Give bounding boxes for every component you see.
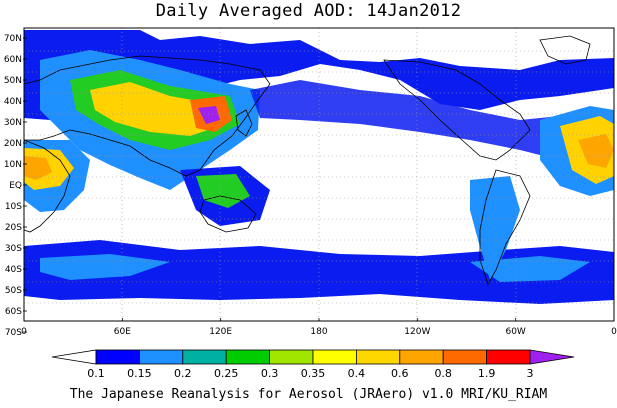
aod-eurasia-gold [90,82,220,136]
lon-label-0: 0 [21,327,27,337]
colorbar-level-10: 3 [527,367,534,380]
lon-label-6: 0 [611,327,617,337]
colorbar-box-9 [486,349,531,365]
colorbar-box-6 [355,349,401,365]
aod-south-light-2 [470,256,590,282]
colorbar-level-6: 0.4 [348,367,366,380]
lat-label-60s: 60S [5,307,22,317]
colorbar-box-4 [269,349,314,365]
aod-africa-orange [24,156,52,180]
lat-label-30s: 30S [5,244,22,254]
coast-south-america [479,169,531,285]
colorbar-level-7: 0.6 [391,367,409,380]
lon-label-1: 60E [114,327,131,337]
colorbar: 0.1 0.15 0.2 0.25 0.3 0.35 0.4 0.6 0.8 1.9 3 [51,349,575,380]
aod-china-peak [198,106,220,124]
footer-credit: The Japanese Reanalysis for Aerosol (JRA… [69,387,548,402]
colorbar-box-0 [95,349,140,365]
lat-label-40s: 40S [5,265,22,275]
colorbar-level-0: 0.1 [87,367,105,380]
lat-label-40n: 40N [4,97,22,107]
colorbar-box-8 [442,349,488,365]
coast-africa [23,139,71,233]
aod-south-america [470,176,520,280]
colorbar-min-triangle [51,349,97,365]
coast-greenland [539,35,591,65]
colorbar-level-8: 0.8 [434,367,452,380]
lat-label-20n: 20N [4,139,22,149]
colorbar-level-4: 0.3 [261,367,279,380]
colorbar-box-1 [138,349,184,365]
lon-label-4: 120W [404,327,430,337]
lat-label-30n: 30N [4,118,22,128]
colorbar-level-3: 0.25 [214,367,239,380]
colorbar-level-5: 0.35 [301,367,326,380]
lon-label-3: 180 [310,327,327,337]
colorbar-max-triangle [529,349,575,365]
coast-north-america [383,59,531,161]
graticule [24,28,614,321]
lat-label-10s: 10S [5,202,22,212]
lat-label-20s: 20S [5,223,22,233]
lat-label-70s: 70S [5,328,22,338]
map-area [23,27,615,322]
coast-australia [199,195,257,233]
coastlines [23,35,591,285]
colorbar-box-7 [399,349,444,365]
colorbar-box-3 [225,349,270,365]
lat-label-50n: 50N [4,76,22,86]
coast-japan [235,109,253,137]
map-title: Daily Averaged AOD: 14Jan2012 [155,1,462,21]
colorbar-level-9: 1.9 [478,367,496,380]
lat-label-50s: 50S [5,286,22,296]
latitude-labels: 70N 60N 50N 40N 30N 20N 10N EQ 10S 20S 30S 40S 50S 60… [4,34,27,338]
lat-label-60n: 60N [4,55,22,65]
longitude-labels: 0 60E 120E 180 120W 60W 0 [21,318,617,337]
lon-label-5: 60W [505,327,525,337]
colorbar-box-5 [312,349,357,365]
aod-atlantic-orange [578,134,614,168]
colorbar-box-2 [182,349,227,365]
lat-label-70n: 70N [4,34,22,44]
aod-south-light-1 [40,254,170,280]
colorbar-level-1: 0.15 [127,367,152,380]
colorbar-level-2: 0.2 [174,367,192,380]
lat-label-eq: EQ [9,181,22,191]
lon-label-2: 120E [209,327,232,337]
aod-pacific-north [250,80,614,170]
lat-label-10n: 10N [4,160,22,170]
